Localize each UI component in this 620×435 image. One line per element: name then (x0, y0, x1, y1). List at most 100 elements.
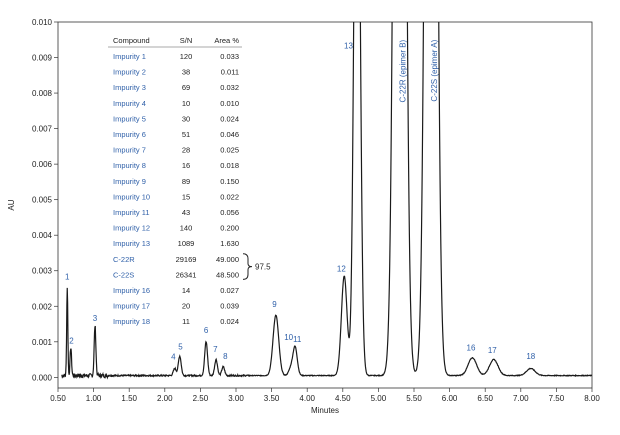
table-area: 0.039 (220, 302, 239, 311)
table-compound: Impurity 7 (113, 146, 146, 155)
axes-group: Minutes AU 0.50 1.00 1.50 2.00 2.50 3.00 3.50 4.0… (7, 18, 600, 415)
table-area: 0.010 (220, 99, 239, 108)
x-tick-label: 6.50 (477, 394, 493, 403)
table-sn: 28 (182, 146, 190, 155)
x-tick-label: 5.50 (406, 394, 422, 403)
table-sn: 26341 (176, 270, 197, 279)
table-sn: 140 (180, 224, 193, 233)
table-area: 49.000 (216, 255, 239, 264)
table-area: 0.025 (220, 146, 239, 155)
epimer-label: C-22S (epimer A) (430, 39, 439, 101)
x-tick-label: 0.50 (50, 394, 66, 403)
y-tick-label: 0.006 (32, 160, 53, 169)
x-tick-label: 6.00 (442, 394, 458, 403)
peak-label: 17 (488, 346, 497, 355)
table-compound: Impurity 6 (113, 130, 146, 139)
y-tick-label: 0.007 (32, 125, 53, 134)
peak-label: 16 (467, 344, 476, 353)
table-sn: 16 (182, 161, 190, 170)
table-area: 0.024 (220, 114, 239, 123)
y-tick-label: 0.008 (32, 89, 53, 98)
peak-label: 6 (204, 326, 209, 335)
table-area: 0.018 (220, 161, 239, 170)
table-header: Compound (113, 36, 150, 45)
peak-label: 10 (284, 333, 293, 342)
table-area: 0.032 (220, 83, 239, 92)
table-sn: 15 (182, 192, 190, 201)
table-area: 0.200 (220, 224, 239, 233)
table-area: 0.046 (220, 130, 239, 139)
table-sn: 10 (182, 99, 190, 108)
table-area: 0.033 (220, 52, 239, 61)
table-compound: Impurity 18 (113, 317, 150, 326)
table-sn: 29169 (176, 255, 197, 264)
area-table: Compound S/N Area % Impurity 1 120 0.033 Impur… (108, 36, 271, 326)
table-compound: Impurity 4 (113, 99, 146, 108)
table-compound: Impurity 9 (113, 177, 146, 186)
peak-label: 3 (93, 314, 98, 323)
peak-label: 7 (213, 345, 218, 354)
y-tick-label: 0.010 (32, 18, 53, 27)
y-axis-title: AU (7, 199, 16, 210)
table-sn: 38 (182, 68, 190, 77)
table-sn: 1089 (178, 239, 195, 248)
table-compound: Impurity 8 (113, 161, 146, 170)
table-area: 0.024 (220, 317, 239, 326)
x-tick-label: 7.50 (549, 394, 565, 403)
x-tick-label: 3.50 (264, 394, 280, 403)
plot-frame (57, 21, 593, 389)
table-header: S/N (180, 36, 193, 45)
x-tick-label: 4.00 (299, 394, 315, 403)
table-area: 0.027 (220, 286, 239, 295)
peak-label: 1 (65, 273, 70, 282)
peak-label: 11 (293, 335, 302, 344)
table-compound: Impurity 5 (113, 114, 146, 123)
table-compound: Impurity 1 (113, 52, 146, 61)
peak-label: 18 (526, 352, 535, 361)
table-compound: C-22R (113, 255, 135, 264)
y-tick-label: 0.005 (32, 196, 53, 205)
epimer-label: C-22R (epimer B) (398, 39, 407, 102)
peak-label: 8 (223, 352, 228, 361)
table-sn: 51 (182, 130, 190, 139)
table-area: 0.056 (220, 208, 239, 217)
table-area: 1.630 (220, 239, 239, 248)
y-tick-label: 0.004 (32, 231, 53, 240)
peak-label: 5 (178, 343, 183, 352)
table-compound: Impurity 13 (113, 239, 150, 248)
table-area: 0.022 (220, 192, 239, 201)
peak-label: 13 (344, 42, 353, 51)
table-sn: 69 (182, 83, 190, 92)
table-sn: 14 (182, 286, 190, 295)
x-tick-label: 1.00 (86, 394, 102, 403)
table-sn: 89 (182, 177, 190, 186)
x-tick-label: 2.50 (193, 394, 209, 403)
table-compound: C-22S (113, 270, 134, 279)
x-tick-label: 4.50 (335, 394, 351, 403)
x-axis-title: Minutes (311, 406, 339, 415)
table-compound: Impurity 11 (113, 208, 150, 217)
peak-label: 12 (337, 264, 346, 273)
trace-group (61, 22, 592, 380)
table-area: 0.150 (220, 177, 239, 186)
y-tick-label: 0.002 (32, 302, 53, 311)
x-tick-label: 7.00 (513, 394, 529, 403)
y-tick-label: 0.003 (32, 267, 53, 276)
y-tick-label: 0.001 (32, 338, 53, 347)
table-sn: 43 (182, 208, 190, 217)
table-brace (242, 253, 253, 280)
table-sn: 30 (182, 114, 190, 123)
table-sn: 120 (180, 52, 193, 61)
table-compound: Impurity 2 (113, 68, 146, 77)
table-compound: Impurity 10 (113, 192, 150, 201)
brace-total: 97.5 (255, 263, 271, 272)
peak-label: 2 (69, 337, 74, 346)
peak-label: 4 (171, 353, 176, 362)
y-tick-label: 0.009 (32, 54, 53, 63)
table-compound: Impurity 17 (113, 302, 150, 311)
x-tick-label: 2.00 (157, 394, 173, 403)
table-header: Area % (214, 36, 239, 45)
y-tick-label: 0.000 (32, 373, 53, 382)
